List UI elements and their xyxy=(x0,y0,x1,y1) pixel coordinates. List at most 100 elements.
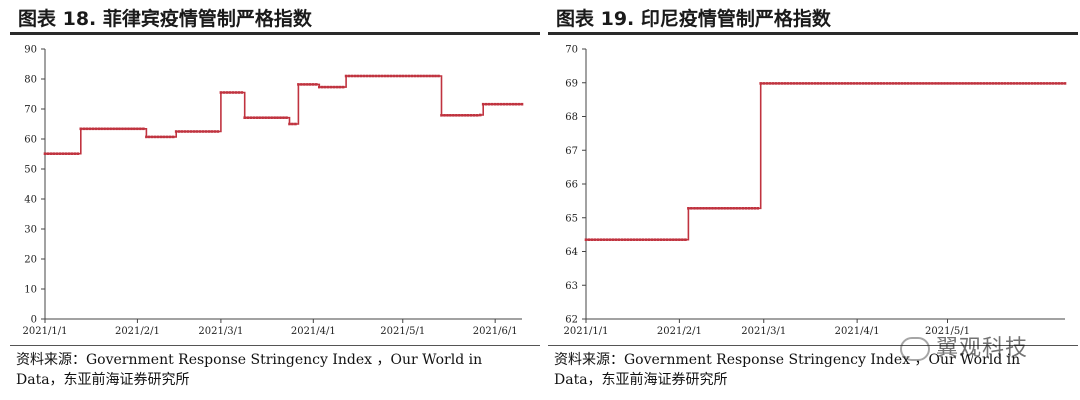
data-point xyxy=(312,83,315,86)
data-point xyxy=(514,102,518,106)
data-point xyxy=(892,82,895,85)
source-note: 资料来源：Government Response Stringency Inde… xyxy=(16,352,483,388)
y-tick-label: 10 xyxy=(24,285,37,296)
data-point xyxy=(353,74,357,78)
data-point xyxy=(70,152,74,155)
data-point xyxy=(1000,82,1003,85)
data-point xyxy=(154,135,157,139)
data-point xyxy=(1027,82,1031,85)
data-point xyxy=(300,83,303,86)
data-point xyxy=(201,130,205,133)
data-point xyxy=(729,207,732,210)
data-point xyxy=(672,238,675,241)
data-point xyxy=(225,91,229,94)
data-point xyxy=(467,114,470,117)
data-point xyxy=(204,130,208,133)
data-point xyxy=(109,127,112,131)
data-point xyxy=(499,102,503,106)
data-point xyxy=(323,85,327,89)
data-point xyxy=(756,207,759,210)
data-point xyxy=(648,238,651,241)
data-point xyxy=(898,82,901,85)
data-point xyxy=(922,82,925,85)
data-point xyxy=(213,130,217,133)
data-point xyxy=(828,82,832,85)
data-point xyxy=(189,130,193,133)
data-point xyxy=(294,122,297,126)
y-tick-label: 90 xyxy=(24,45,37,56)
data-point xyxy=(1048,82,1052,85)
data-point xyxy=(228,91,232,94)
data-point xyxy=(961,82,964,85)
data-point xyxy=(335,85,339,89)
data-point xyxy=(1033,82,1037,85)
data-point xyxy=(867,82,871,85)
data-point xyxy=(741,207,744,210)
data-point xyxy=(285,116,288,119)
data-point xyxy=(931,82,934,85)
data-point xyxy=(810,82,814,85)
data-point xyxy=(332,85,336,89)
x-tick-label: 2021/1/1 xyxy=(23,326,68,337)
x-tick-label: 2021/3/1 xyxy=(198,326,243,337)
data-point xyxy=(985,82,988,85)
data-point xyxy=(949,82,952,85)
data-point xyxy=(641,238,645,241)
data-point xyxy=(620,238,624,241)
data-point xyxy=(473,114,476,117)
data-point xyxy=(753,207,756,210)
data-point xyxy=(449,114,452,117)
data-point xyxy=(183,130,187,133)
chart-panel-philippines: 图表 18. 菲律宾疫情管制严格指数 0 10 20 30 40 50 60 70 80 90 20… xyxy=(10,0,540,400)
data-point xyxy=(843,82,847,85)
data-point xyxy=(148,135,151,139)
data-point xyxy=(440,114,443,117)
wechat-icon xyxy=(900,337,930,361)
watermark: 翼观科技 xyxy=(900,330,1028,362)
data-point xyxy=(663,238,666,241)
data-point xyxy=(461,114,464,117)
data-point xyxy=(487,102,491,106)
data-point xyxy=(392,74,396,78)
data-point xyxy=(401,74,404,78)
data-point xyxy=(511,102,515,106)
data-point xyxy=(165,135,169,139)
data-point xyxy=(219,91,223,94)
data-point xyxy=(599,238,603,241)
chart-title: 图表 18. 菲律宾疫情管制严格指数 xyxy=(18,8,312,30)
data-point xyxy=(895,82,898,85)
data-point xyxy=(318,85,321,89)
data-point xyxy=(976,82,979,85)
x-tick-label: 2021/2/1 xyxy=(115,326,160,337)
y-tick-label: 65 xyxy=(565,213,578,224)
data-point xyxy=(955,82,958,85)
data-point xyxy=(157,135,160,139)
data-point xyxy=(261,116,264,119)
data-point xyxy=(356,74,360,78)
data-point xyxy=(837,82,841,85)
data-point xyxy=(1012,82,1016,85)
data-point xyxy=(792,82,796,85)
data-point xyxy=(699,207,702,210)
data-point xyxy=(291,122,294,126)
data-point xyxy=(678,238,681,241)
data-point xyxy=(124,127,127,131)
data-point xyxy=(1036,82,1040,85)
data-point xyxy=(79,127,83,131)
data-point xyxy=(359,74,363,78)
data-point xyxy=(596,238,600,241)
data-point xyxy=(973,82,976,85)
data-point xyxy=(195,130,199,133)
data-point xyxy=(635,238,639,241)
y-tick-label: 68 xyxy=(565,112,578,123)
data-point xyxy=(46,152,50,155)
data-point xyxy=(813,82,817,85)
data-point xyxy=(76,152,80,155)
data-point xyxy=(1054,82,1058,85)
data-point xyxy=(347,74,351,78)
data-point xyxy=(807,82,811,85)
data-point xyxy=(240,91,244,94)
data-point xyxy=(765,82,769,85)
data-point xyxy=(374,74,378,78)
data-point xyxy=(410,74,413,78)
